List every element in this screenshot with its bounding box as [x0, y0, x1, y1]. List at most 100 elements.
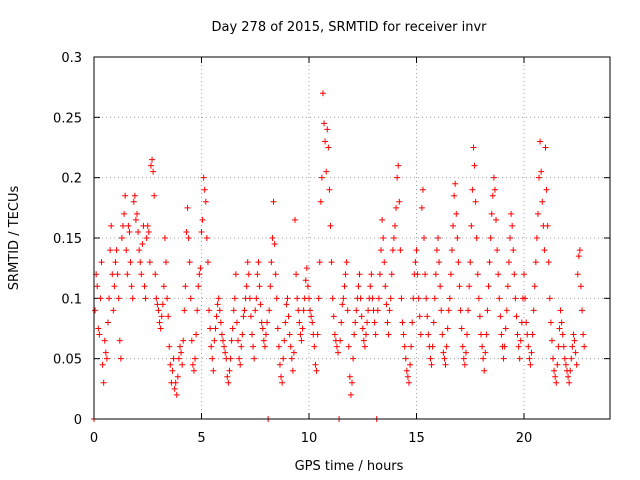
- data-point: [303, 265, 310, 272]
- data-point: [367, 283, 374, 290]
- data-point: [440, 349, 447, 356]
- data-point: [416, 313, 423, 320]
- data-point: [164, 295, 171, 302]
- data-point: [470, 144, 477, 151]
- data-point: [122, 192, 129, 199]
- data-point: [186, 259, 193, 266]
- data-point: [530, 307, 537, 314]
- data-point: [364, 319, 371, 326]
- data-point: [190, 367, 197, 374]
- data-point: [338, 319, 345, 326]
- data-point: [269, 235, 276, 241]
- data-point: [514, 331, 521, 338]
- data-point: [356, 271, 363, 278]
- data-point: [473, 235, 480, 241]
- data-point: [117, 355, 124, 362]
- data-point: [210, 367, 217, 374]
- data-point: [464, 331, 471, 338]
- data-point: [438, 307, 445, 314]
- data-point: [266, 307, 273, 314]
- y-tick-label: 0.3: [61, 51, 82, 66]
- data-point: [254, 271, 261, 278]
- data-point: [450, 222, 457, 229]
- data-point: [319, 90, 326, 97]
- data-point: [215, 295, 222, 302]
- data-point: [172, 379, 179, 386]
- data-point: [134, 210, 140, 217]
- data-point: [284, 295, 291, 302]
- data-point: [203, 235, 210, 241]
- data-point: [325, 144, 332, 151]
- data-point: [575, 253, 582, 260]
- data-point: [485, 283, 492, 290]
- data-point: [349, 379, 355, 386]
- data-point: [264, 319, 271, 326]
- data-point: [498, 331, 505, 338]
- data-point: [216, 307, 223, 314]
- data-point: [321, 120, 328, 127]
- data-point: [399, 319, 406, 326]
- data-point: [418, 204, 425, 211]
- data-point: [478, 331, 484, 338]
- data-point: [415, 295, 422, 302]
- data-point: [163, 259, 170, 266]
- data-point: [213, 313, 220, 320]
- data-point: [390, 235, 397, 241]
- data-point: [170, 355, 177, 362]
- data-point: [375, 295, 382, 302]
- data-point: [502, 325, 509, 332]
- data-point: [128, 283, 135, 290]
- data-point: [462, 349, 469, 356]
- data-point: [150, 168, 157, 175]
- data-point: [221, 343, 228, 350]
- data-point: [442, 361, 449, 368]
- data-point: [483, 331, 490, 338]
- data-point: [157, 325, 164, 332]
- data-point: [283, 301, 290, 308]
- data-point: [171, 385, 178, 392]
- data-point: [472, 198, 479, 205]
- data-point: [189, 361, 196, 368]
- x-tick-label: 15: [408, 431, 425, 446]
- data-point: [543, 186, 550, 193]
- data-point: [106, 295, 113, 302]
- data-point: [306, 295, 312, 302]
- data-point: [446, 295, 453, 302]
- data-point: [533, 235, 540, 241]
- data-point: [109, 271, 116, 278]
- data-point: [95, 325, 102, 332]
- data-point: [179, 361, 186, 368]
- data-point: [149, 156, 156, 163]
- data-point: [551, 367, 558, 374]
- data-point: [558, 319, 565, 326]
- data-point: [579, 307, 586, 314]
- data-point: [378, 247, 385, 254]
- data-point: [581, 343, 588, 350]
- data-point: [96, 331, 103, 338]
- data-point: [155, 307, 162, 314]
- data-point: [517, 337, 524, 344]
- data-point: [298, 337, 305, 344]
- data-point: [299, 325, 306, 332]
- data-point: [548, 337, 555, 344]
- data-point: [341, 283, 348, 290]
- data-point: [252, 307, 259, 314]
- data-point: [271, 241, 278, 248]
- data-point: [436, 259, 443, 266]
- data-point: [227, 355, 234, 362]
- data-point: [182, 283, 189, 290]
- data-point: [132, 216, 139, 223]
- data-point: [167, 361, 174, 368]
- data-point: [353, 307, 360, 314]
- data-point: [184, 204, 191, 211]
- y-tick-label: 0.2: [61, 172, 82, 187]
- data-point: [505, 259, 512, 266]
- data-point: [214, 301, 221, 308]
- data-point: [526, 355, 533, 362]
- data-point: [359, 325, 366, 332]
- data-point: [421, 235, 428, 241]
- data-point: [361, 343, 368, 350]
- data-point: [568, 355, 575, 362]
- data-point: [253, 295, 260, 302]
- data-point: [104, 319, 111, 326]
